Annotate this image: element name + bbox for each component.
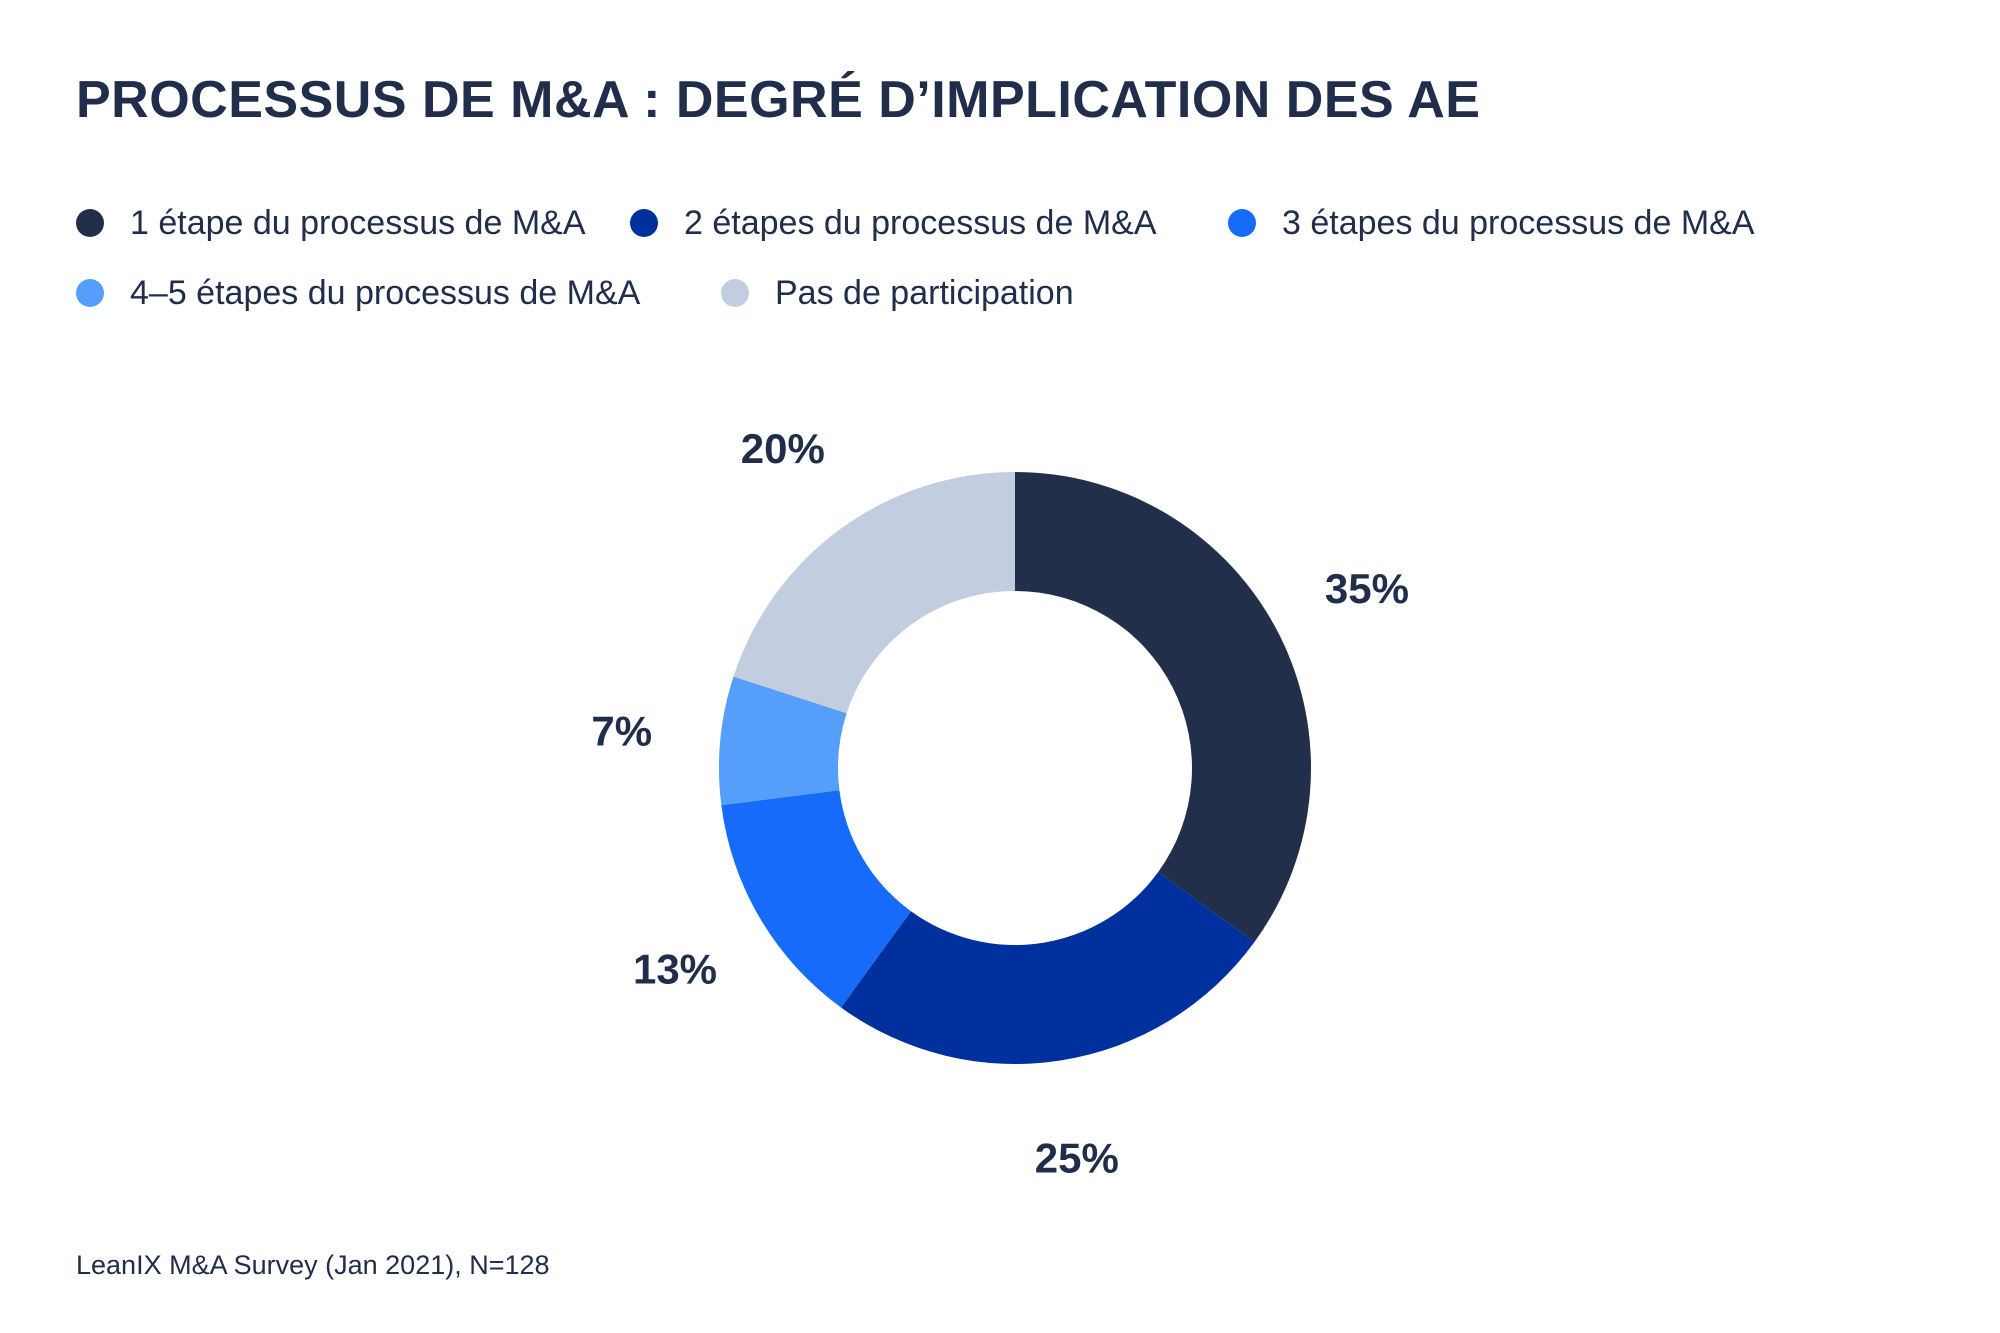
legend-item-2-etapes: 2 étapes du processus de M&A [630, 201, 1157, 245]
chart-title: PROCESSUS DE M&A : DEGRÉ D’IMPLICATION D… [76, 71, 1481, 129]
donut-slice-3-etapes [721, 790, 911, 1008]
legend-swatch [721, 279, 749, 307]
legend-swatch [630, 209, 658, 237]
data-label-pas-de-participation: 20% [741, 425, 825, 472]
source-note: LeanIX M&A Survey (Jan 2021), N=128 [76, 1250, 550, 1280]
legend-label: 1 étape du processus de M&A [130, 203, 586, 242]
legend-item-4-5-etapes: 4–5 étapes du processus de M&A [76, 271, 640, 315]
donut-slice-4-5-etapes [719, 676, 847, 806]
legend-label: Pas de participation [775, 273, 1074, 312]
legend-swatch [76, 209, 104, 237]
donut-slice-1-etape [1015, 472, 1311, 942]
legend-swatch [1228, 209, 1256, 237]
donut-slice-2-etapes [841, 872, 1255, 1064]
legend-item-1-etape: 1 étape du processus de M&A [76, 201, 586, 245]
legend-label: 2 étapes du processus de M&A [684, 203, 1157, 242]
legend-label: 3 étapes du processus de M&A [1282, 203, 1755, 242]
legend-label: 4–5 étapes du processus de M&A [130, 273, 641, 312]
legend-swatch [76, 279, 104, 307]
donut-slice-pas-de-participation [733, 472, 1015, 714]
legend-item-3-etapes: 3 étapes du processus de M&A [1228, 201, 1755, 245]
legend-item-pas-de-participation: Pas de participation [721, 271, 1074, 315]
data-label-2-etapes: 25% [1035, 1135, 1119, 1182]
data-label-1-etape: 35% [1325, 565, 1409, 612]
data-label-3-etapes: 13% [633, 946, 717, 993]
data-label-4-5-etapes: 7% [591, 707, 652, 754]
